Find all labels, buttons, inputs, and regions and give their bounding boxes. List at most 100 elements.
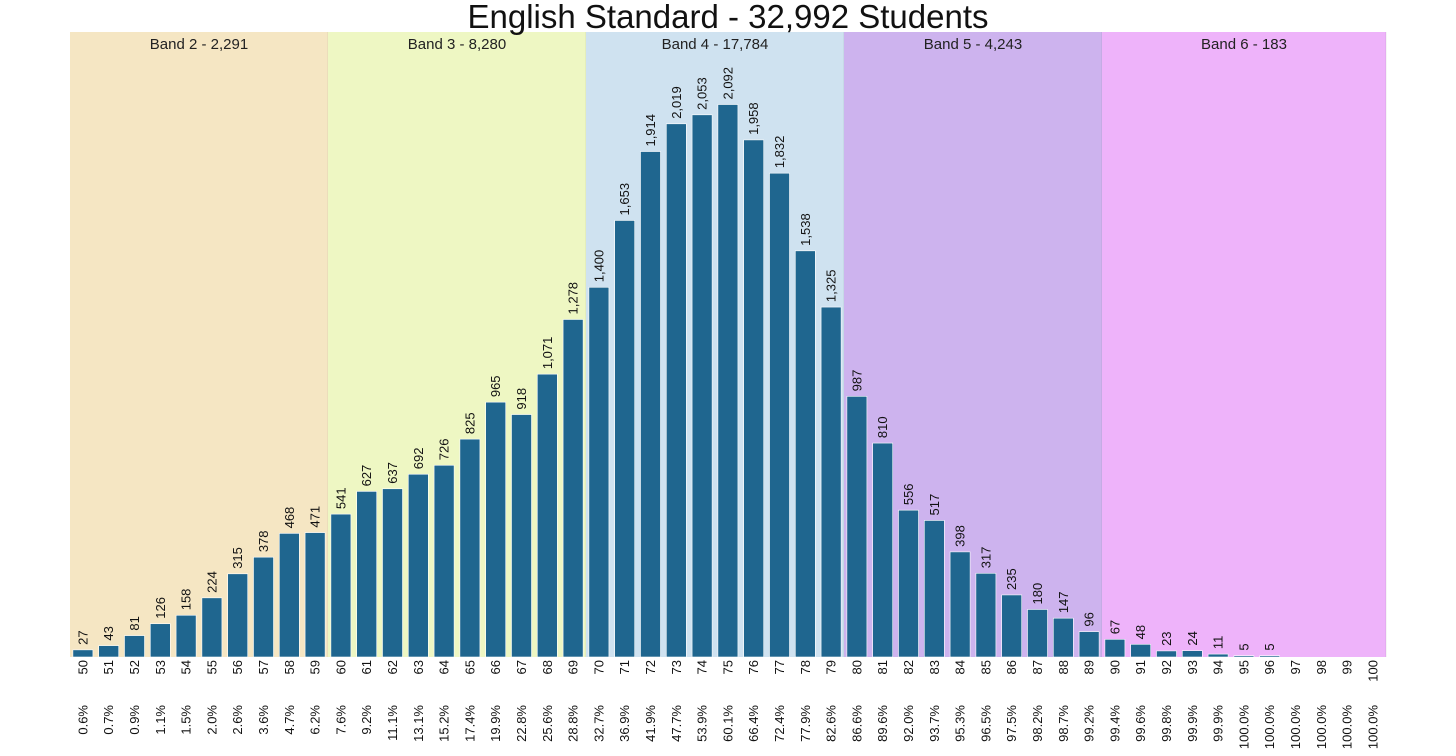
x-tick-label: 90 bbox=[1107, 660, 1122, 674]
bar bbox=[898, 509, 919, 658]
bar-value-label: 810 bbox=[875, 416, 890, 438]
band-label: Band 3 - 8,280 bbox=[408, 36, 506, 53]
cumulative-percent-label: 100.0% bbox=[1365, 705, 1380, 750]
cumulative-percent-label: 100.0% bbox=[1340, 705, 1355, 750]
bar-value-label: 11 bbox=[1211, 636, 1226, 650]
x-tick-label: 59 bbox=[308, 660, 323, 674]
x-tick-label: 50 bbox=[75, 660, 90, 674]
x-tick-label: 85 bbox=[978, 660, 993, 674]
x-tick-label: 56 bbox=[230, 660, 245, 674]
x-tick-label: 96 bbox=[1262, 660, 1277, 674]
cumulative-percent-label: 22.8% bbox=[514, 705, 529, 742]
bar-value-label: 627 bbox=[359, 465, 374, 487]
x-tick-label: 55 bbox=[204, 660, 219, 674]
bar-value-label: 556 bbox=[901, 483, 916, 505]
cumulative-percent-label: 98.7% bbox=[1056, 705, 1071, 742]
bar-value-label: 726 bbox=[437, 439, 452, 461]
x-tick-label: 84 bbox=[953, 660, 968, 674]
x-tick-label: 83 bbox=[927, 660, 942, 674]
cumulative-percent-label: 99.8% bbox=[1159, 705, 1174, 742]
bar-value-label: 2,092 bbox=[720, 67, 735, 100]
bar-value-label: 692 bbox=[411, 448, 426, 470]
bar-value-label: 2,053 bbox=[695, 77, 710, 110]
bar-value-label: 825 bbox=[462, 412, 477, 434]
bar bbox=[253, 556, 274, 658]
cumulative-percent-label: 19.9% bbox=[488, 705, 503, 742]
x-tick-label: 77 bbox=[772, 660, 787, 674]
x-tick-label: 86 bbox=[1004, 660, 1019, 674]
cumulative-percent-label: 72.4% bbox=[772, 705, 787, 742]
cumulative-percent-label: 77.9% bbox=[798, 705, 813, 742]
bar bbox=[356, 491, 378, 658]
bar bbox=[975, 572, 997, 658]
bar bbox=[769, 172, 790, 658]
band-region: Band 2 - 2,291 bbox=[70, 32, 329, 657]
bars bbox=[72, 104, 1280, 658]
x-tick-label: 79 bbox=[824, 660, 839, 674]
cumulative-percent-label: 6.2% bbox=[308, 705, 323, 735]
bar bbox=[124, 635, 145, 658]
cumulative-percent-label: 47.7% bbox=[669, 705, 684, 742]
cumulative-percent-label: 97.5% bbox=[1004, 705, 1019, 742]
x-tick-label: 54 bbox=[179, 660, 194, 674]
bar bbox=[72, 649, 94, 658]
cumulative-percent-labels: 0.6% 0.7% 0.9% 1.1% 1.5% 2.0% 2.6% 3.6% 4.7% 6.2%… bbox=[75, 705, 1380, 750]
cumulative-percent-label: 7.6% bbox=[333, 705, 348, 735]
bar-value-label: 517 bbox=[927, 494, 942, 516]
x-tick-label: 69 bbox=[566, 660, 581, 674]
value-labels: 27 43 81 126 158 224 315 378 468 471 541 627 637 692 7… bbox=[75, 67, 1277, 651]
band-label: Band 2 - 2,291 bbox=[150, 36, 248, 53]
band-label: Band 4 - 17,784 bbox=[662, 36, 769, 53]
x-tick-label: 78 bbox=[798, 660, 813, 674]
bar bbox=[588, 286, 610, 658]
bar bbox=[407, 473, 429, 658]
bar bbox=[485, 401, 507, 658]
cumulative-percent-label: 93.7% bbox=[927, 705, 942, 742]
bar-value-label: 637 bbox=[385, 462, 400, 484]
cumulative-percent-label: 2.6% bbox=[230, 705, 245, 735]
bar bbox=[227, 573, 248, 658]
x-tick-label: 65 bbox=[462, 660, 477, 674]
bar bbox=[1233, 655, 1255, 658]
cumulative-percent-label: 53.9% bbox=[695, 705, 710, 742]
bar bbox=[665, 123, 687, 658]
bar-value-label: 1,071 bbox=[540, 337, 555, 370]
x-tick-label: 70 bbox=[591, 660, 606, 674]
x-tick-label: 94 bbox=[1211, 660, 1226, 674]
bar bbox=[1259, 655, 1280, 658]
bar bbox=[846, 396, 868, 658]
x-tick-label: 66 bbox=[488, 660, 503, 674]
cumulative-percent-label: 99.9% bbox=[1211, 705, 1226, 742]
cumulative-percent-label: 100.0% bbox=[1314, 705, 1329, 750]
cumulative-percent-label: 0.6% bbox=[75, 705, 90, 735]
cumulative-percent-label: 1.1% bbox=[153, 705, 168, 735]
x-tick-label: 57 bbox=[256, 660, 271, 674]
bar-value-label: 67 bbox=[1107, 620, 1122, 634]
x-tick-label: 75 bbox=[720, 660, 735, 674]
x-tick-label: 87 bbox=[1030, 660, 1045, 674]
x-tick-label: 80 bbox=[849, 660, 864, 674]
bar bbox=[794, 250, 816, 658]
cumulative-percent-label: 17.4% bbox=[462, 705, 477, 742]
bar bbox=[1207, 653, 1229, 658]
bar-value-label: 1,914 bbox=[643, 114, 658, 147]
cumulative-percent-label: 3.6% bbox=[256, 705, 271, 735]
x-tick-label: 89 bbox=[1082, 660, 1097, 674]
x-tick-label: 64 bbox=[437, 660, 452, 674]
bar bbox=[1182, 650, 1203, 658]
cumulative-percent-label: 100.0% bbox=[1236, 705, 1251, 750]
x-tick-label: 62 bbox=[385, 660, 400, 674]
bar bbox=[743, 139, 765, 658]
bar bbox=[1156, 650, 1177, 658]
x-tick-label: 60 bbox=[333, 660, 348, 674]
cumulative-percent-label: 100.0% bbox=[1262, 705, 1277, 750]
cumulative-percent-label: 0.7% bbox=[101, 705, 116, 735]
bar bbox=[717, 104, 739, 658]
cumulative-percent-label: 98.2% bbox=[1030, 705, 1045, 742]
bar-value-label: 23 bbox=[1159, 631, 1174, 645]
x-tick-label: 98 bbox=[1314, 660, 1329, 674]
bar-value-label: 235 bbox=[1004, 568, 1019, 590]
bar-value-label: 5 bbox=[1236, 643, 1251, 650]
cumulative-percent-label: 9.2% bbox=[359, 705, 374, 735]
x-tick-label: 67 bbox=[514, 660, 529, 674]
